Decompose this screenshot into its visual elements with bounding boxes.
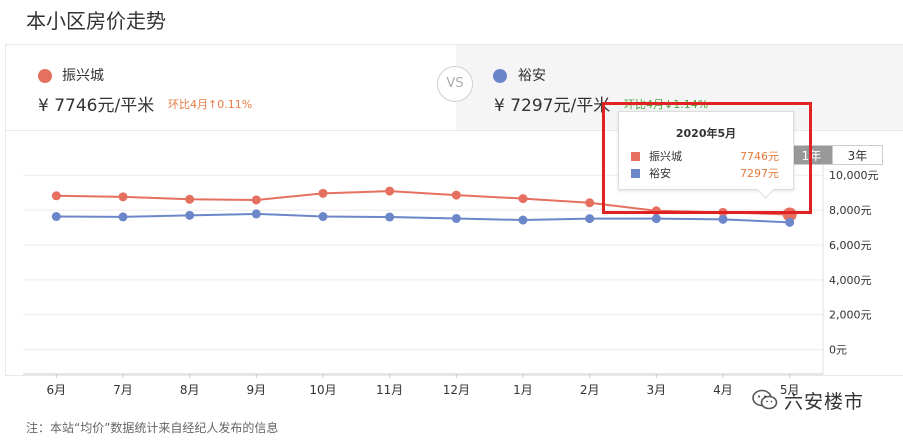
x-tick-label: 10月 (309, 383, 336, 397)
x-tick-label: 7月 (113, 383, 133, 397)
data-point (118, 212, 128, 222)
highlight-box (602, 102, 812, 214)
change-left: 环比4月↑0.11% (168, 98, 253, 111)
x-tick-label: 2月 (580, 383, 600, 397)
data-point (318, 188, 328, 198)
community-name-left: 振兴城 (62, 68, 104, 84)
data-point (585, 214, 595, 224)
watermark: 六安楼市 (752, 386, 864, 414)
series-dot-right (493, 69, 507, 83)
data-point (318, 212, 328, 222)
x-tick-label: 12月 (443, 383, 470, 397)
series-line-2 (56, 212, 790, 224)
tooltip-series-name: 裕安 (649, 167, 671, 180)
data-point (51, 212, 61, 222)
x-tick-label: 3月 (647, 383, 667, 397)
x-tick-label: 5月 (780, 383, 800, 397)
data-point (651, 214, 661, 224)
x-tick-label: 11月 (376, 383, 403, 397)
series-dot-left (38, 69, 52, 83)
vs-badge: VS (437, 66, 473, 102)
tooltip-series-name: 振兴城 (649, 150, 682, 163)
data-point (251, 195, 261, 205)
y-tick-label: 6,000元 (829, 239, 872, 252)
chart-tooltip: 2020年5月 振兴城 7746元 裕安 7297元 (618, 111, 794, 190)
tooltip-row: 裕安 7297元 (631, 167, 779, 181)
x-tick-label: 4月 (713, 383, 733, 397)
price-left: ¥ 7746元/平米 (38, 96, 155, 116)
data-point (451, 190, 461, 200)
y-tick-label: 10,000元 (829, 169, 879, 182)
y-tick-label: 2,000元 (829, 309, 872, 322)
data-point (518, 194, 528, 204)
y-tick-label: 8,000元 (829, 204, 872, 217)
page-title: 本小区房价走势 (26, 9, 166, 33)
wechat-icon (752, 389, 778, 410)
price-right: ¥ 7297元/平米 (494, 96, 611, 116)
community-name-right: 裕安 (518, 68, 546, 84)
data-point (718, 214, 728, 224)
tooltip-swatch (631, 152, 640, 161)
data-point (518, 215, 528, 225)
watermark-text: 六安楼市 (784, 390, 865, 413)
data-point (251, 209, 261, 219)
data-point (185, 194, 195, 204)
data-point (185, 210, 195, 220)
data-point (785, 217, 795, 227)
range-tab-3-year[interactable]: 3年 (833, 145, 883, 165)
compare-left[interactable]: 振兴城 ¥ 7746元/平米 环比4月↑0.11% (6, 45, 456, 131)
data-point (118, 192, 128, 202)
data-point (385, 212, 395, 222)
data-point (451, 213, 461, 223)
x-tick-label: 1月 (513, 383, 533, 397)
trend-panel (5, 44, 903, 376)
tooltip-row: 振兴城 7746元 (631, 150, 779, 164)
y-tick-label: 0元 (829, 344, 847, 357)
data-point (51, 191, 61, 201)
y-tick-label: 4,000元 (829, 274, 872, 287)
tooltip-swatch (631, 169, 640, 178)
tooltip-series-value: 7746元 (740, 150, 779, 163)
x-tick-label: 9月 (247, 383, 267, 397)
data-point (385, 186, 395, 196)
data-point (585, 198, 595, 208)
x-tick-label: 8月 (180, 383, 200, 397)
x-tick-label: 6月 (47, 383, 67, 397)
tooltip-series-value: 7297元 (740, 167, 779, 180)
tooltip-title: 2020年5月 (675, 127, 737, 140)
footnote: 注：本站“均价”数据统计来自经纪人发布的信息 (26, 421, 279, 435)
